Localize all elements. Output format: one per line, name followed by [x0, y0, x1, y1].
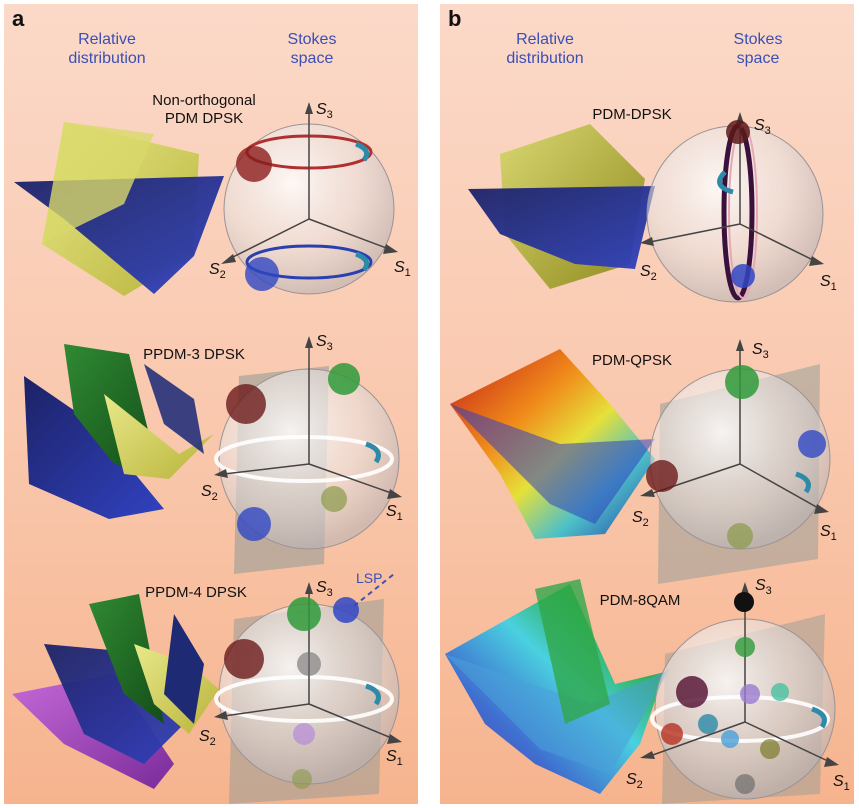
case-label-ppdm4-dpsk: PPDM-4 DPSK: [145, 584, 247, 601]
axis-s2-label-3: S2: [199, 728, 216, 748]
axis-s3-label-5: S3: [752, 341, 769, 361]
axis-s1-label-4: S1: [820, 273, 837, 293]
surface-pdm-8qam: [445, 579, 670, 794]
surface-ppdm4-dpsk: [12, 594, 219, 789]
axis-s2-label-1: S2: [209, 261, 226, 281]
axis-s3-label-4: S3: [754, 117, 771, 137]
axis-s3-label-3: S3: [316, 579, 333, 599]
axis-s1-label-5: S1: [820, 523, 837, 543]
axis-s3-label-2: S3: [316, 333, 333, 353]
axis-s1-label-3: S1: [386, 748, 403, 768]
stokes-sphere-1: S3 S2 S1: [209, 101, 411, 295]
axis-s3-label-1: S3: [316, 101, 333, 121]
panel-b-graphics: S3 S2 S1 S3 S2 S1: [445, 112, 850, 804]
axis-s2-label-5: S2: [632, 509, 649, 529]
stokes-sphere-2: S3 S2 S1: [201, 333, 403, 574]
case-label-pdm-qpsk: PDM-QPSK: [591, 352, 672, 369]
panel-letter-a: a: [12, 6, 25, 31]
heading-stokes-space-b: Stokes space: [733, 31, 783, 67]
stokes-sphere-5: S3 S2 S1: [632, 339, 837, 584]
stokes-sphere-6: S3 S2 S1: [626, 577, 850, 804]
lsp-label: LSP: [356, 570, 383, 586]
axis-s1-label-2: S1: [386, 503, 403, 523]
axis-s2-label-4: S2: [640, 263, 657, 283]
panel-a-graphics: S3 S2 S1 S3 S2: [12, 101, 411, 804]
panel-a: a Relative distribution Stokes space Non…: [4, 4, 418, 804]
case-label-nonorthogonal-pdm-dpsk: Non-orthogonal PDM DPSK: [152, 92, 256, 127]
panel-b: b Relative distribution Stokes space PDM…: [440, 4, 854, 804]
surface-ppdm3-dpsk: [24, 344, 214, 519]
surface-nonorthogonal-pdm-dpsk: [14, 122, 224, 296]
axis-s2-label-6: S2: [626, 771, 643, 791]
heading-relative-distribution: Relative distribution: [68, 31, 146, 67]
heading-relative-distribution-b: Relative distribution: [506, 31, 584, 67]
axis-s1-label-1: S1: [394, 259, 411, 279]
case-label-pdm-dpsk: PDM-DPSK: [592, 106, 672, 123]
panel-letter-b: b: [448, 6, 462, 31]
stokes-sphere-3: S3 S2 S1: [199, 573, 403, 804]
stokes-sphere-4: S3 S2 S1: [640, 112, 837, 303]
surface-pdm-qpsk: [450, 349, 655, 539]
case-label-pdm-8qam: PDM-8QAM: [599, 592, 681, 609]
axis-s1-label-6: S1: [833, 773, 850, 793]
axis-s2-label-2: S2: [201, 483, 218, 503]
surface-pdm-dpsk: [468, 124, 655, 289]
axis-s3-label-6: S3: [755, 577, 772, 597]
case-label-ppdm3-dpsk: PPDM-3 DPSK: [143, 346, 245, 363]
heading-stokes-space: Stokes space: [287, 31, 337, 67]
